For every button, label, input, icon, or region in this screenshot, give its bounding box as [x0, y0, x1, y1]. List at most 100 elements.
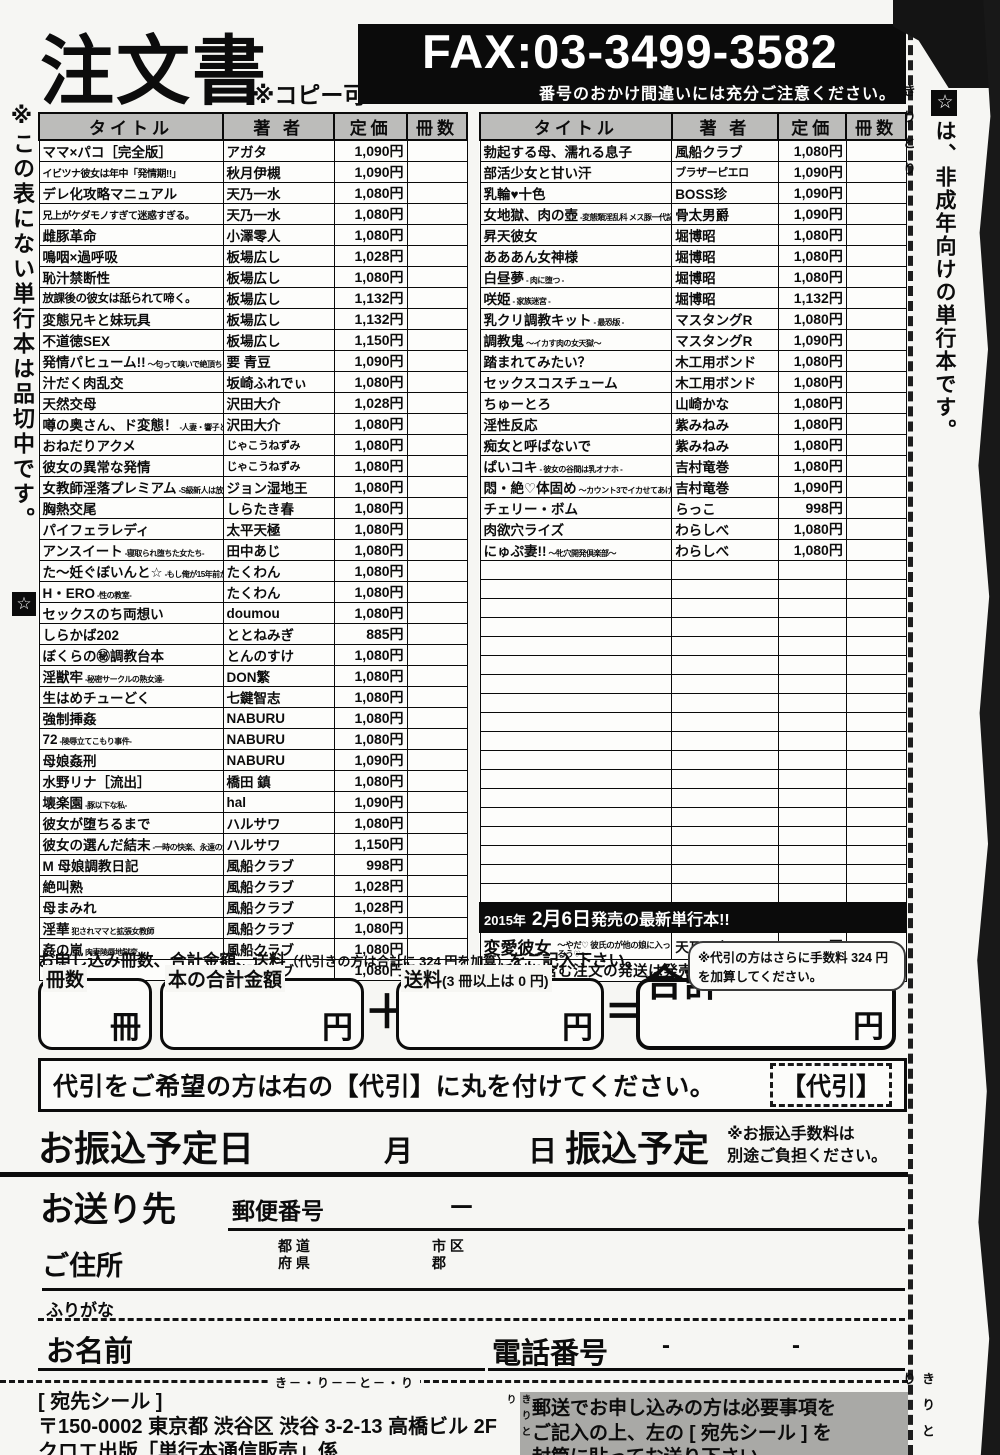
name-field[interactable]: [38, 1368, 485, 1371]
quantity-cell[interactable]: [406, 245, 468, 267]
quantity-cell[interactable]: [406, 581, 468, 603]
quantity-cell[interactable]: [406, 497, 468, 519]
quantity-cell[interactable]: [845, 769, 907, 789]
quantity-cell[interactable]: [406, 308, 468, 330]
quantity-cell[interactable]: [406, 875, 468, 897]
quantity-cell[interactable]: [406, 539, 468, 561]
quantity-cell[interactable]: [845, 476, 907, 498]
quantity-cell[interactable]: [845, 455, 907, 477]
quantity-cell[interactable]: [845, 434, 907, 456]
quantity-cell[interactable]: [845, 224, 907, 246]
quantity-cell[interactable]: [406, 791, 468, 813]
quantity-cell[interactable]: [845, 560, 907, 580]
quantity-cell[interactable]: [845, 864, 907, 884]
quantity-cell[interactable]: [845, 329, 907, 351]
quantity-cell[interactable]: [406, 896, 468, 918]
quantity-cell[interactable]: [845, 203, 907, 225]
quantity-cell[interactable]: [845, 139, 907, 162]
quantity-cell[interactable]: [845, 845, 907, 865]
quantity-cell[interactable]: [845, 636, 907, 656]
quantity-cell[interactable]: [406, 938, 468, 960]
quantity-cell[interactable]: [845, 598, 907, 618]
empty-cell: [671, 826, 779, 846]
phone-field[interactable]: [488, 1368, 905, 1371]
quantity-cell[interactable]: [845, 413, 907, 435]
quantity-cell[interactable]: [845, 579, 907, 599]
quantity-cell[interactable]: [406, 182, 468, 204]
book-title: 痴女と呼ばないで: [479, 434, 673, 456]
book-author: 風船クラブ: [222, 938, 335, 960]
quantity-cell[interactable]: [845, 161, 907, 183]
quantity-cell[interactable]: [845, 883, 907, 904]
cod-circle-target[interactable]: 【代引】: [769, 1063, 892, 1107]
quantity-cell[interactable]: [406, 917, 468, 939]
quantity-cell[interactable]: [845, 308, 907, 330]
furigana-field[interactable]: [38, 1318, 905, 1321]
quantity-cell[interactable]: [406, 476, 468, 498]
quantity-cell[interactable]: [406, 728, 468, 750]
empty-row: [479, 769, 907, 789]
book-price: 1,090円: [333, 749, 408, 771]
address-field[interactable]: [42, 1288, 905, 1291]
quantity-cell[interactable]: [406, 812, 468, 834]
quantity-cell[interactable]: [845, 750, 907, 770]
quantity-cell[interactable]: [406, 392, 468, 414]
quantity-cell[interactable]: [406, 224, 468, 246]
book-subtotal-field[interactable]: 本の合計金額 円: [160, 965, 364, 1050]
quantity-cell[interactable]: [845, 712, 907, 732]
quantity-cell[interactable]: [406, 161, 468, 183]
book-author: 木工用ボンド: [671, 371, 779, 393]
book-price: 1,080円: [333, 665, 408, 687]
copies-count-field[interactable]: 冊数 冊: [38, 965, 152, 1050]
quantity-cell[interactable]: [845, 266, 907, 288]
quantity-cell[interactable]: [406, 707, 468, 729]
quantity-cell[interactable]: [406, 854, 468, 876]
quantity-cell[interactable]: [406, 560, 468, 582]
quantity-cell[interactable]: [845, 807, 907, 827]
quantity-cell[interactable]: [406, 350, 468, 372]
quantity-cell[interactable]: [406, 644, 468, 666]
quantity-cell[interactable]: [406, 266, 468, 288]
postal-code-field[interactable]: [228, 1228, 905, 1231]
quantity-cell[interactable]: [845, 497, 907, 519]
quantity-cell[interactable]: [406, 455, 468, 477]
quantity-cell[interactable]: [845, 731, 907, 751]
quantity-cell[interactable]: [406, 413, 468, 435]
quantity-cell[interactable]: [406, 833, 468, 855]
quantity-cell[interactable]: [845, 788, 907, 808]
quantity-cell[interactable]: [845, 674, 907, 694]
quantity-cell[interactable]: [406, 371, 468, 393]
quantity-cell[interactable]: [406, 602, 468, 624]
shipping-fee-field[interactable]: 送料(3 冊以上は 0 円) 円: [396, 965, 604, 1050]
quantity-cell[interactable]: [406, 749, 468, 771]
quantity-cell[interactable]: [845, 617, 907, 637]
quantity-cell[interactable]: [845, 371, 907, 393]
quantity-cell[interactable]: [406, 329, 468, 351]
transfer-suffix: 振込予定: [565, 1128, 710, 1169]
quantity-cell[interactable]: [406, 139, 468, 162]
quantity-cell[interactable]: [845, 826, 907, 846]
book-author: 風船クラブ: [222, 896, 335, 918]
quantity-cell[interactable]: [845, 539, 907, 561]
quantity-cell[interactable]: [845, 287, 907, 309]
quantity-cell[interactable]: [845, 655, 907, 675]
book-price: 1,080円: [333, 539, 408, 561]
quantity-cell[interactable]: [845, 392, 907, 414]
quantity-cell[interactable]: [406, 623, 468, 645]
quantity-cell[interactable]: [406, 434, 468, 456]
book-price: 998円: [777, 497, 847, 519]
quantity-cell[interactable]: [845, 693, 907, 713]
quantity-cell[interactable]: [845, 245, 907, 267]
book-title: しらかば202: [38, 623, 224, 645]
fax-warning: 番号のおかけ間違いには充分ご注意ください。: [538, 86, 896, 103]
quantity-cell[interactable]: [845, 350, 907, 372]
quantity-cell[interactable]: [406, 665, 468, 687]
quantity-cell[interactable]: [406, 518, 468, 540]
quantity-cell[interactable]: [406, 686, 468, 708]
quantity-cell[interactable]: [406, 287, 468, 309]
quantity-cell[interactable]: [406, 203, 468, 225]
quantity-cell[interactable]: [406, 770, 468, 792]
quantity-cell[interactable]: [845, 518, 907, 540]
quantity-cell[interactable]: [845, 182, 907, 204]
book-price: 1,080円: [333, 413, 408, 435]
